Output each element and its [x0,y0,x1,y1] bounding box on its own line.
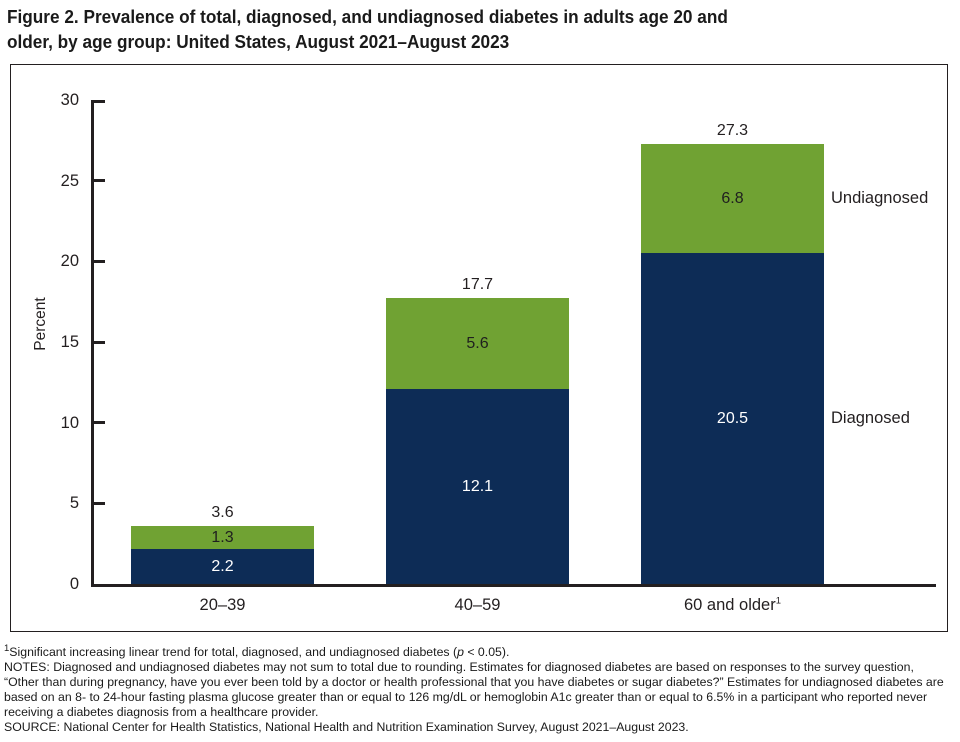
y-tick-label: 25 [60,171,79,190]
series-label-undiagnosed: Undiagnosed [831,188,929,207]
footnote-significance: 1Significant increasing linear trend for… [4,642,952,660]
y-tick-label: 15 [60,333,79,351]
x-category-label: 20–39 [91,596,354,615]
y-tick-label: 30 [60,91,79,109]
footnote-text-post: < 0.05). [463,645,510,659]
bar-segment-diagnosed: 20.5 [641,253,824,584]
x-axis-line [91,584,936,587]
y-tick-label: 0 [69,575,79,593]
bar-total-label: 3.6 [211,504,234,521]
chart-frame: Percent Undiagnosed Diagnosed 0 5 10 15 20 25… [10,64,948,632]
bar-total-label: 17.7 [461,276,494,293]
x-category-label: 40–59 [346,596,609,615]
footnote-p-italic: p [457,645,464,659]
footnote-superscript: 1 [4,642,10,654]
y-tick [94,100,105,103]
y-axis-line [91,100,94,587]
bar-segment-diagnosed: 2.2 [131,549,314,584]
figure-title-line1: Figure 2. Prevalence of total, diagnosed… [7,6,728,27]
bar-segment-undiagnosed: 6.8 [641,144,824,253]
footnote-source: SOURCE: National Center for Health Stati… [4,719,689,734]
x-category-label: 60 and older1 [601,596,864,615]
y-tick [94,340,105,344]
x-category-superscript: 1 [775,595,782,607]
y-tick-label: 20 [60,252,79,271]
bar-total-label: 27.3 [716,122,749,139]
figure-title-line2: older, by age group: United States, Augu… [7,30,510,52]
bar-segment-diagnosed: 12.1 [386,389,569,584]
y-tick-label: 10 [60,413,79,432]
figure-title: Figure 2. Prevalence of total, diagnosed… [7,5,728,54]
footnote-notes: NOTES: Diagnosed and undiagnosed diabete… [4,659,944,719]
y-tick [94,501,105,505]
y-tick [94,179,105,183]
bar-segment-undiagnosed: 5.6 [386,298,569,389]
x-category-text: 20–39 [199,596,246,614]
plot-area: Percent Undiagnosed Diagnosed 0 5 10 15 20 25… [11,65,947,631]
x-category-text: 60 and older [683,596,776,614]
footnote-text-pre: Significant increasing linear trend for … [9,645,458,659]
y-tick [94,421,105,425]
y-tick-label: 5 [69,494,79,513]
y-tick [94,259,105,263]
bar-segment-undiagnosed: 1.3 [131,526,314,549]
footnotes: 1Significant increasing linear trend for… [4,642,952,734]
series-label-diagnosed: Diagnosed [831,408,910,427]
x-category-text: 40–59 [454,596,501,614]
